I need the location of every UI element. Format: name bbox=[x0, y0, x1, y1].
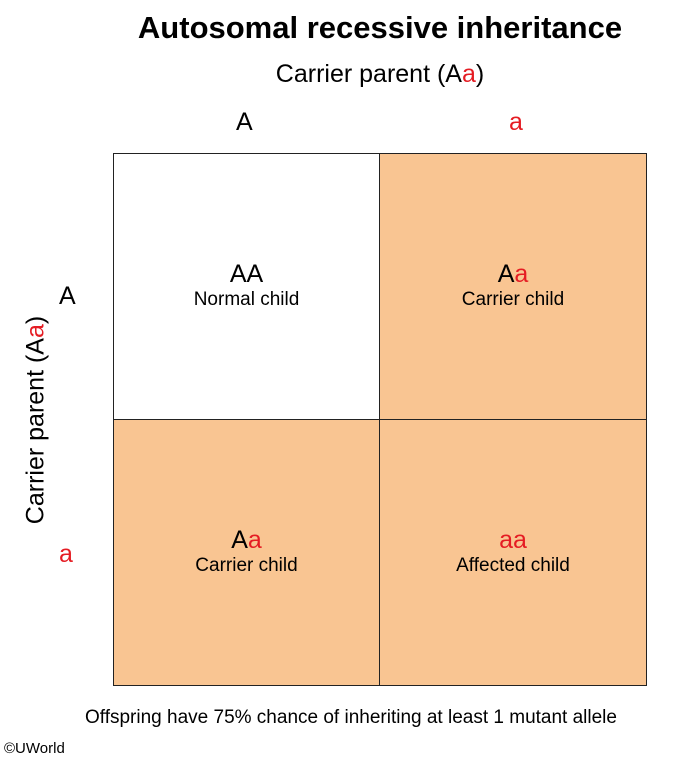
row-allele-dominant: A bbox=[59, 282, 76, 310]
cell-description: Normal child bbox=[193, 289, 300, 311]
left-parent-text: Carrier parent (A bbox=[21, 338, 50, 525]
genotype-dominant: A bbox=[231, 526, 248, 555]
left-parent-label: Carrier parent (Aa) bbox=[22, 316, 51, 524]
cell-affected-child: aa Affected child bbox=[380, 419, 646, 685]
genotype-recessive: a bbox=[514, 260, 529, 289]
cell-description: Carrier child bbox=[461, 289, 565, 311]
genotype-recessive: aa bbox=[499, 526, 527, 555]
top-parent-recessive-allele: a bbox=[461, 60, 476, 88]
cell-normal-child: AA Normal child bbox=[114, 154, 380, 420]
cell-genotype: Aa bbox=[231, 527, 262, 554]
column-allele-recessive: a bbox=[509, 108, 523, 136]
left-parent-recessive-allele: a bbox=[21, 324, 50, 339]
diagram-title: Autosomal recessive inheritance bbox=[137, 10, 623, 45]
left-parent-close: ) bbox=[21, 315, 50, 325]
top-parent-text: Carrier parent (A bbox=[275, 60, 462, 88]
footnote: Offspring have 75% chance of inheriting … bbox=[85, 707, 617, 728]
cell-description: Carrier child bbox=[195, 555, 298, 577]
cell-genotype: aa bbox=[499, 527, 527, 554]
top-parent-close: ) bbox=[475, 60, 485, 88]
column-allele-dominant: A bbox=[236, 108, 253, 136]
cell-carrier-child-bottom: Aa Carrier child bbox=[114, 419, 380, 685]
top-parent-label: Carrier parent (Aa) bbox=[0, 60, 700, 89]
copyright: ©UWorld bbox=[4, 740, 65, 757]
row-allele-recessive: a bbox=[59, 540, 73, 568]
genotype-recessive: a bbox=[247, 526, 262, 555]
cell-genotype: AA bbox=[230, 261, 263, 288]
genotype-dominant: A bbox=[497, 260, 515, 289]
genotype-dominant: AA bbox=[229, 260, 264, 289]
punnett-square: AA Normal child Aa Carrier child Aa Carr… bbox=[113, 153, 647, 686]
cell-genotype: Aa bbox=[498, 261, 529, 288]
cell-carrier-child-top: Aa Carrier child bbox=[380, 154, 646, 420]
cell-description: Affected child bbox=[456, 555, 570, 577]
